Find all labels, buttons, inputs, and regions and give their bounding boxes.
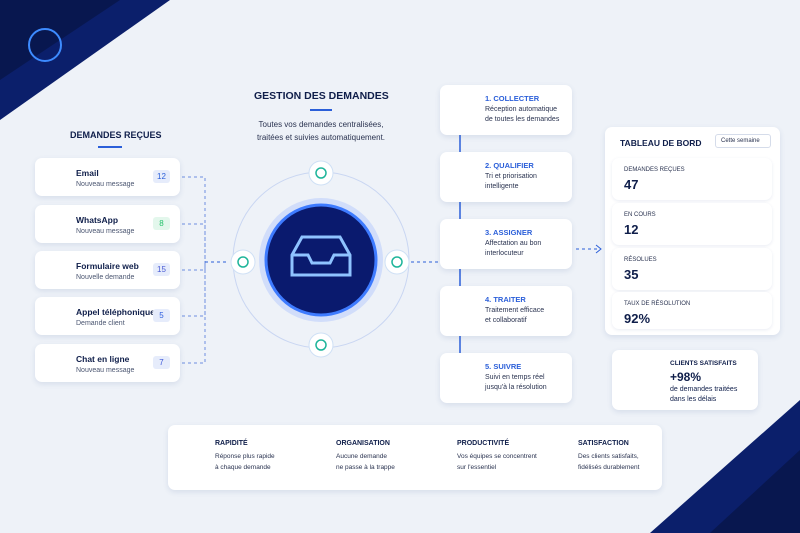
node bbox=[308, 160, 334, 186]
source-sub: Nouveau message bbox=[76, 181, 135, 188]
count-badge: 8 bbox=[153, 217, 170, 230]
section-title: GESTION DES DEMANDES bbox=[254, 90, 389, 102]
benefit-text: à chaque demande bbox=[215, 464, 271, 471]
source-sub: Nouveau message bbox=[76, 367, 135, 374]
benefit-title: SATISFACTION bbox=[578, 440, 629, 447]
brain-icon bbox=[28, 28, 62, 62]
benefit-text: Vos équipes se concentrent bbox=[457, 453, 537, 460]
source-label: Email bbox=[76, 168, 99, 178]
count-badge: 7 bbox=[153, 356, 170, 369]
source-label: Formulaire web bbox=[76, 261, 139, 271]
step-title: 1. COLLECTER bbox=[485, 94, 540, 103]
step-title: 3. ASSIGNER bbox=[485, 228, 533, 237]
step-text: Affectation au bon bbox=[485, 240, 542, 247]
section-title: DEMANDES REÇUES bbox=[70, 130, 162, 140]
metric-label: TAUX DE RÉSOLUTION bbox=[624, 301, 691, 307]
count-badge: 12 bbox=[153, 170, 170, 183]
node bbox=[384, 249, 410, 275]
benefit-title: ORGANISATION bbox=[336, 440, 390, 447]
dashboard-title: TABLEAU DE BORD bbox=[620, 138, 702, 148]
step-text: intelligente bbox=[485, 183, 519, 190]
step-card bbox=[440, 219, 572, 269]
step-text: de toutes les demandes bbox=[485, 116, 560, 123]
connector bbox=[182, 262, 206, 364]
step-text: et collaboratif bbox=[485, 317, 527, 324]
benefits-bar bbox=[168, 425, 662, 490]
step-text: Réception automatique bbox=[485, 106, 557, 113]
benefit-title: RAPIDITÉ bbox=[215, 440, 248, 447]
metric-card bbox=[612, 158, 772, 200]
step-text: Traitement efficace bbox=[485, 307, 545, 314]
metric-value: 92% bbox=[624, 311, 651, 326]
metric-value: 47 bbox=[624, 177, 639, 192]
metric-value: 35 bbox=[624, 267, 639, 282]
satisfaction-value: +98% bbox=[670, 370, 702, 384]
benefit-title: PRODUCTIVITÉ bbox=[457, 440, 510, 447]
satisfaction-title: CLIENTS SATISFAITS bbox=[670, 360, 737, 367]
connector bbox=[182, 262, 206, 271]
step-text: Tri et priorisation bbox=[485, 173, 537, 180]
subtitle: Toutes vos demandes centralisées, bbox=[258, 120, 384, 129]
satisfaction-text: de demandes traitées bbox=[670, 386, 738, 393]
benefit-text: Aucune demande bbox=[336, 453, 387, 460]
source-label: WhatsApp bbox=[76, 215, 119, 225]
subtitle: traitées et suivies automatiquement. bbox=[256, 133, 386, 142]
hub bbox=[264, 203, 378, 317]
metric-label: RÉSOLUES bbox=[624, 257, 657, 263]
step-title: 2. QUALIFIER bbox=[485, 161, 534, 170]
metric-value: 12 bbox=[624, 222, 639, 237]
dropdown: Cette semaine bbox=[715, 134, 771, 148]
node-icon bbox=[315, 339, 327, 351]
metric-card bbox=[612, 292, 772, 329]
step-card bbox=[440, 353, 572, 403]
benefit-text: Des clients satisfaits, bbox=[578, 453, 639, 460]
node bbox=[230, 249, 256, 275]
step-title: 4. TRAITER bbox=[485, 295, 526, 304]
benefit-text: ne passe à la trappe bbox=[336, 464, 395, 471]
step-text: interlocuteur bbox=[485, 250, 524, 257]
source-label: Chat en ligne bbox=[76, 354, 130, 364]
source-label: Appel téléphonique bbox=[76, 307, 155, 317]
benefit-text: sur l'essentiel bbox=[457, 464, 497, 471]
count-badge: 15 bbox=[153, 263, 170, 276]
connector bbox=[182, 176, 206, 262]
step-card bbox=[440, 152, 572, 202]
source-sub: Nouvelle demande bbox=[76, 274, 135, 281]
node bbox=[308, 332, 334, 358]
source-sub: Nouveau message bbox=[76, 228, 135, 235]
metric-label: DEMANDES REÇUES bbox=[624, 167, 685, 173]
metric-card bbox=[612, 203, 772, 245]
node-icon bbox=[237, 256, 249, 268]
node-icon bbox=[315, 167, 327, 179]
step-text: jusqu'à la résolution bbox=[485, 384, 547, 391]
benefit-text: Réponse plus rapide bbox=[215, 453, 275, 460]
benefit-text: fidélisés durablement bbox=[578, 464, 640, 471]
count-badge: 5 bbox=[153, 309, 170, 322]
satisfaction-text: dans les délais bbox=[670, 396, 717, 403]
corner bbox=[710, 450, 800, 533]
inbox-icon bbox=[290, 235, 352, 277]
arrow bbox=[595, 244, 602, 254]
satisfaction-card bbox=[612, 350, 758, 410]
step-title: 5. SUIVRE bbox=[485, 362, 522, 371]
metric-label: EN COURS bbox=[624, 212, 656, 218]
step-card bbox=[440, 286, 572, 336]
connector bbox=[182, 223, 206, 262]
step-card bbox=[440, 85, 572, 135]
step-text: Suivi en temps réel bbox=[485, 374, 545, 381]
source-sub: Demande client bbox=[76, 320, 125, 327]
node-icon bbox=[391, 256, 403, 268]
connector bbox=[182, 262, 206, 317]
metric-card bbox=[612, 248, 772, 290]
